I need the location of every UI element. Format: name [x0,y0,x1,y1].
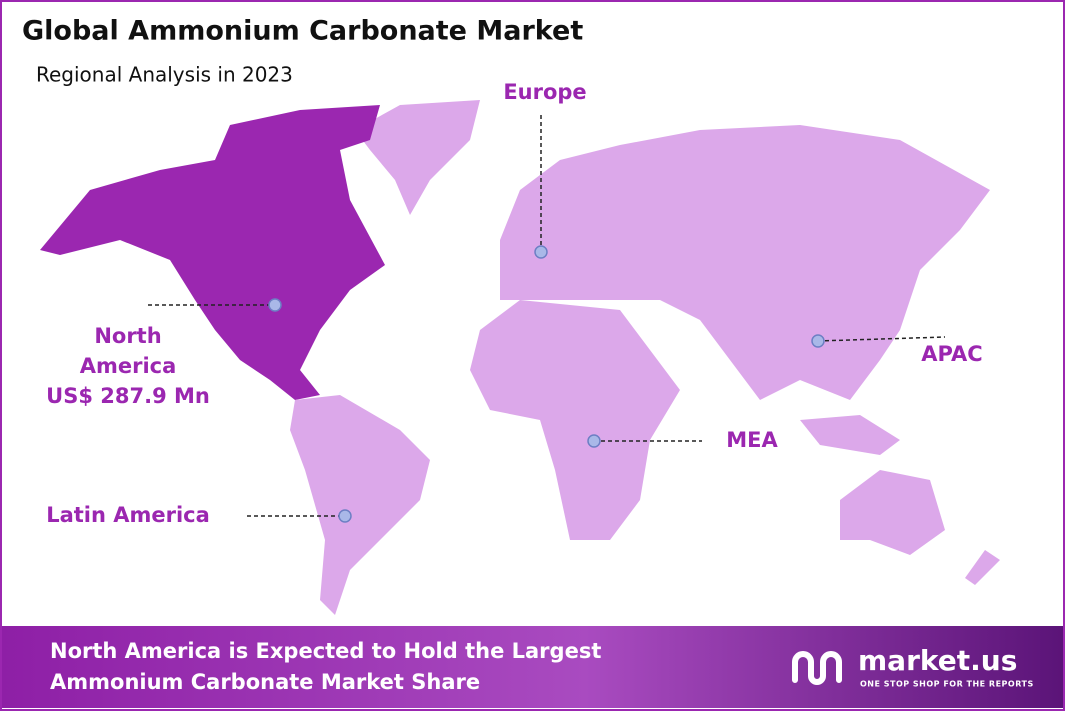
footer-band [2,626,1063,708]
logo: market.us ONE STOP SHOP FOR THE REPORTS [792,644,1034,689]
logo-icon [792,651,842,685]
footer-line: North America is Expected to Hold the La… [50,639,601,663]
marker [534,245,548,259]
marker [587,434,601,448]
region-label: MEA [726,428,778,452]
new-zealand [965,550,1000,585]
region-label: Latin America [46,503,210,527]
region-label: Europe [503,80,586,104]
greenland [355,100,480,215]
region-label: APAC [921,342,982,366]
subtitle: Regional Analysis in 2023 [36,63,293,87]
australia [840,470,945,555]
islands [800,415,900,455]
africa [470,300,680,540]
marker [268,298,282,312]
footer-line: Ammonium Carbonate Market Share [50,670,480,694]
region-value: US$ 287.9 Mn [46,384,210,408]
south-america [290,395,430,615]
callouts: Europe North America US$ 287.9 Mn Latin A… [46,80,983,527]
logo-tagline: ONE STOP SHOP FOR THE REPORTS [860,680,1034,689]
world-map [40,100,1000,615]
marker [338,509,352,523]
north-america [40,105,385,400]
eurasia [500,125,990,400]
logo-name: market.us [858,644,1017,677]
title: Global Ammonium Carbonate Market [22,16,583,47]
region-label: North America [80,324,177,378]
leader-line [817,336,946,342]
marker [811,334,825,348]
